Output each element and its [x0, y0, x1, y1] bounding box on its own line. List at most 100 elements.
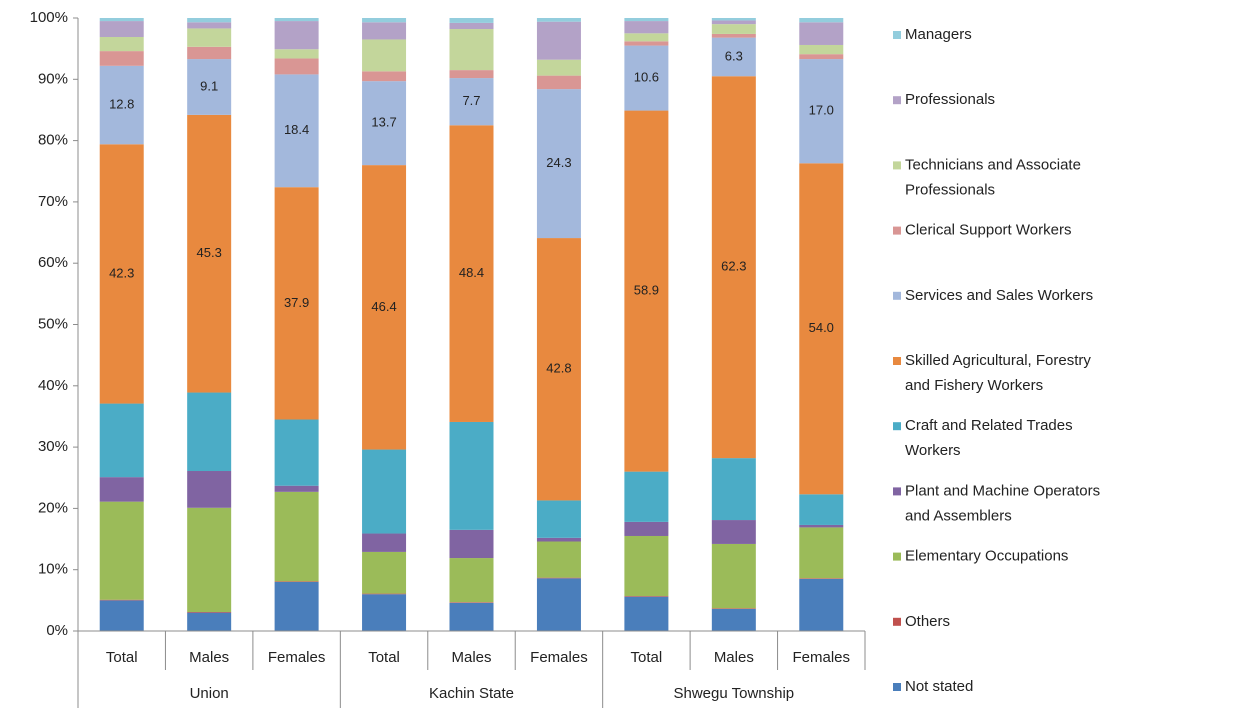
bar-segment [362, 594, 407, 631]
bar-segment [99, 21, 144, 38]
bar-segment [799, 524, 844, 528]
bar-segment [274, 419, 319, 486]
bar-segment [624, 596, 669, 631]
legend-label: Others [905, 613, 950, 630]
bar-segment [799, 494, 844, 525]
bar-segment [99, 65, 144, 145]
bar-segment [187, 22, 232, 29]
legend-swatch [893, 357, 901, 365]
y-tick-label: 20% [38, 499, 68, 516]
group-label: Shwegu Township [674, 685, 795, 702]
data-label: 42.8 [546, 361, 571, 376]
bar-segment [187, 392, 232, 472]
bar-segment [536, 18, 581, 22]
bar-segment [362, 22, 407, 40]
bar-segment [624, 41, 669, 46]
x-tick-label: Females [530, 649, 588, 666]
data-label: 37.9 [284, 295, 309, 310]
bar-segment [711, 76, 756, 459]
bar-segment [449, 602, 494, 631]
data-label: 48.4 [459, 265, 484, 280]
legend-swatch [893, 552, 901, 561]
bar-segment [274, 485, 319, 492]
bar-segment [274, 581, 319, 582]
bar-segment [711, 20, 756, 25]
x-tick-label: Total [631, 649, 663, 666]
bar-segment [362, 551, 407, 594]
legend-label: Professionals [905, 91, 995, 108]
bar-segment [99, 18, 144, 22]
legend-label: Elementary Occupations [905, 548, 1068, 565]
bar-segment [536, 89, 581, 239]
bar-segment [99, 599, 144, 601]
bar-segment [99, 477, 144, 502]
bar-segment [362, 18, 407, 23]
bar-segment [99, 501, 144, 600]
bar-segment [536, 500, 581, 538]
bar-segment [536, 21, 581, 60]
data-label: 24.3 [546, 155, 571, 170]
bar-segment [711, 33, 756, 38]
bar-segment [799, 527, 844, 579]
bar-segment [274, 21, 319, 50]
bar-segment [799, 54, 844, 60]
legend-swatch [893, 683, 901, 691]
bar-segment [99, 51, 144, 66]
bar-segment [274, 49, 319, 59]
bar-segment [711, 608, 756, 631]
bar-segment [536, 238, 581, 501]
bar-segment [449, 421, 494, 530]
y-tick-label: 80% [38, 132, 68, 149]
bar-segment [711, 608, 756, 609]
bar-segment [799, 578, 844, 631]
bar-segment [362, 449, 407, 534]
bar-segment [274, 74, 319, 188]
x-tick-label: Total [106, 649, 138, 666]
legend-swatch [893, 487, 901, 496]
bar-segment [187, 611, 232, 613]
bar-segment [536, 75, 581, 90]
data-label: 42.3 [109, 265, 134, 280]
bar-segment [624, 45, 669, 111]
x-tick-label: Males [189, 649, 229, 666]
bar-segment [362, 593, 407, 595]
bar-segment [99, 403, 144, 478]
bar-segment [711, 18, 756, 21]
data-label: 10.6 [634, 70, 659, 85]
x-tick-label: Males [451, 649, 491, 666]
legend-label: Skilled Agricultural, Forestry and Fisher… [905, 352, 1091, 394]
bar-segment [362, 165, 407, 450]
bar-segment [362, 39, 407, 72]
legend-label: Clerical Support Workers [905, 222, 1071, 239]
bar-segment [536, 578, 581, 631]
bar-segment [711, 37, 756, 77]
data-label: 6.3 [725, 48, 743, 63]
data-label: 45.3 [197, 245, 222, 260]
y-tick-label: 40% [38, 377, 68, 394]
y-tick-label: 100% [30, 9, 68, 26]
y-tick-label: 90% [38, 70, 68, 87]
bar-segment [362, 81, 407, 166]
bar-segment [187, 46, 232, 60]
bar-segment [187, 28, 232, 47]
bar-segment [187, 114, 232, 393]
data-label: 17.0 [809, 103, 834, 118]
bar-segment [99, 600, 144, 631]
bar-segment [449, 558, 494, 603]
bar-segment [187, 18, 232, 23]
data-label: 12.8 [109, 96, 134, 111]
data-label: 13.7 [371, 115, 396, 130]
y-tick-label: 70% [38, 193, 68, 210]
bar-segment [187, 507, 232, 612]
y-tick-label: 30% [38, 438, 68, 455]
bar-segment [624, 535, 669, 597]
legend-label: Services and Sales Workers [905, 287, 1093, 304]
bar-segment [187, 59, 232, 115]
bar-segment [799, 22, 844, 45]
bar-segment [187, 612, 232, 631]
bar-segment [536, 537, 581, 542]
bar-segment [362, 533, 407, 552]
bar-segment [449, 125, 494, 422]
bar-segment [624, 596, 669, 597]
